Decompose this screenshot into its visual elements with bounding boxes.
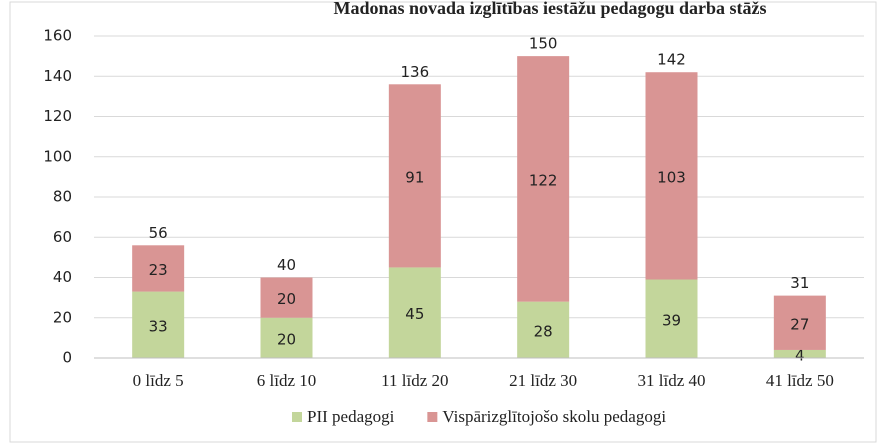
- chart-title: Madonas novada izglītības iestāžu pedago…: [333, 0, 766, 18]
- bar-segment: [517, 301, 570, 358]
- bar-segment: [773, 295, 826, 350]
- x-tick-label: 41 līdz 50: [766, 371, 834, 390]
- y-tick-label: 60: [53, 228, 72, 246]
- bar-segment: [388, 267, 441, 358]
- data-label: 4: [795, 347, 805, 365]
- data-label: 27: [790, 315, 809, 333]
- chart-frame: [9, 1, 877, 443]
- total-label: 142: [657, 51, 686, 69]
- legend-swatch: [292, 412, 302, 422]
- total-label: 136: [401, 63, 430, 81]
- total-label: 56: [149, 224, 168, 242]
- y-tick-label: 100: [43, 147, 72, 165]
- y-tick-label: 20: [53, 308, 72, 326]
- total-label: 31: [790, 274, 809, 292]
- data-label: 23: [149, 261, 168, 279]
- bar-segment: [132, 291, 185, 358]
- bar-segment: [645, 72, 698, 280]
- data-label: 28: [534, 322, 553, 340]
- bar-segment: [645, 279, 698, 358]
- bar-segment: [260, 317, 313, 358]
- y-tick-label: 140: [43, 67, 72, 85]
- legend-label: Vispārizglītojošo skolu pedagogi: [442, 407, 666, 426]
- y-tick-label: 80: [53, 188, 72, 206]
- total-label: 150: [529, 35, 558, 53]
- data-label: 39: [662, 311, 681, 329]
- x-tick-label: 21 līdz 30: [509, 371, 577, 390]
- data-label: 20: [277, 330, 296, 348]
- x-tick-label: 31 līdz 40: [638, 371, 706, 390]
- bar-segment: [388, 84, 441, 268]
- bar-segment: [517, 56, 570, 302]
- data-label: 122: [529, 171, 558, 189]
- y-tick-label: 160: [43, 27, 72, 45]
- bar-segment: [132, 245, 185, 292]
- data-label: 33: [149, 317, 168, 335]
- data-label: 20: [277, 290, 296, 308]
- data-label: 45: [405, 305, 424, 323]
- legend-swatch: [427, 412, 438, 422]
- y-tick-label: 40: [53, 268, 72, 286]
- bar-segment: [773, 349, 826, 358]
- x-tick-label: 11 līdz 20: [381, 371, 448, 390]
- legend-label: PII pedagogi: [307, 407, 395, 426]
- bar-segment: [260, 277, 313, 318]
- data-label: 103: [657, 168, 686, 186]
- data-label: 91: [405, 168, 424, 186]
- x-tick-label: 6 līdz 10: [257, 371, 317, 390]
- x-tick-label: 0 līdz 5: [133, 371, 184, 390]
- total-label: 40: [277, 256, 296, 274]
- y-tick-label: 0: [62, 349, 72, 367]
- y-tick-label: 120: [43, 107, 72, 125]
